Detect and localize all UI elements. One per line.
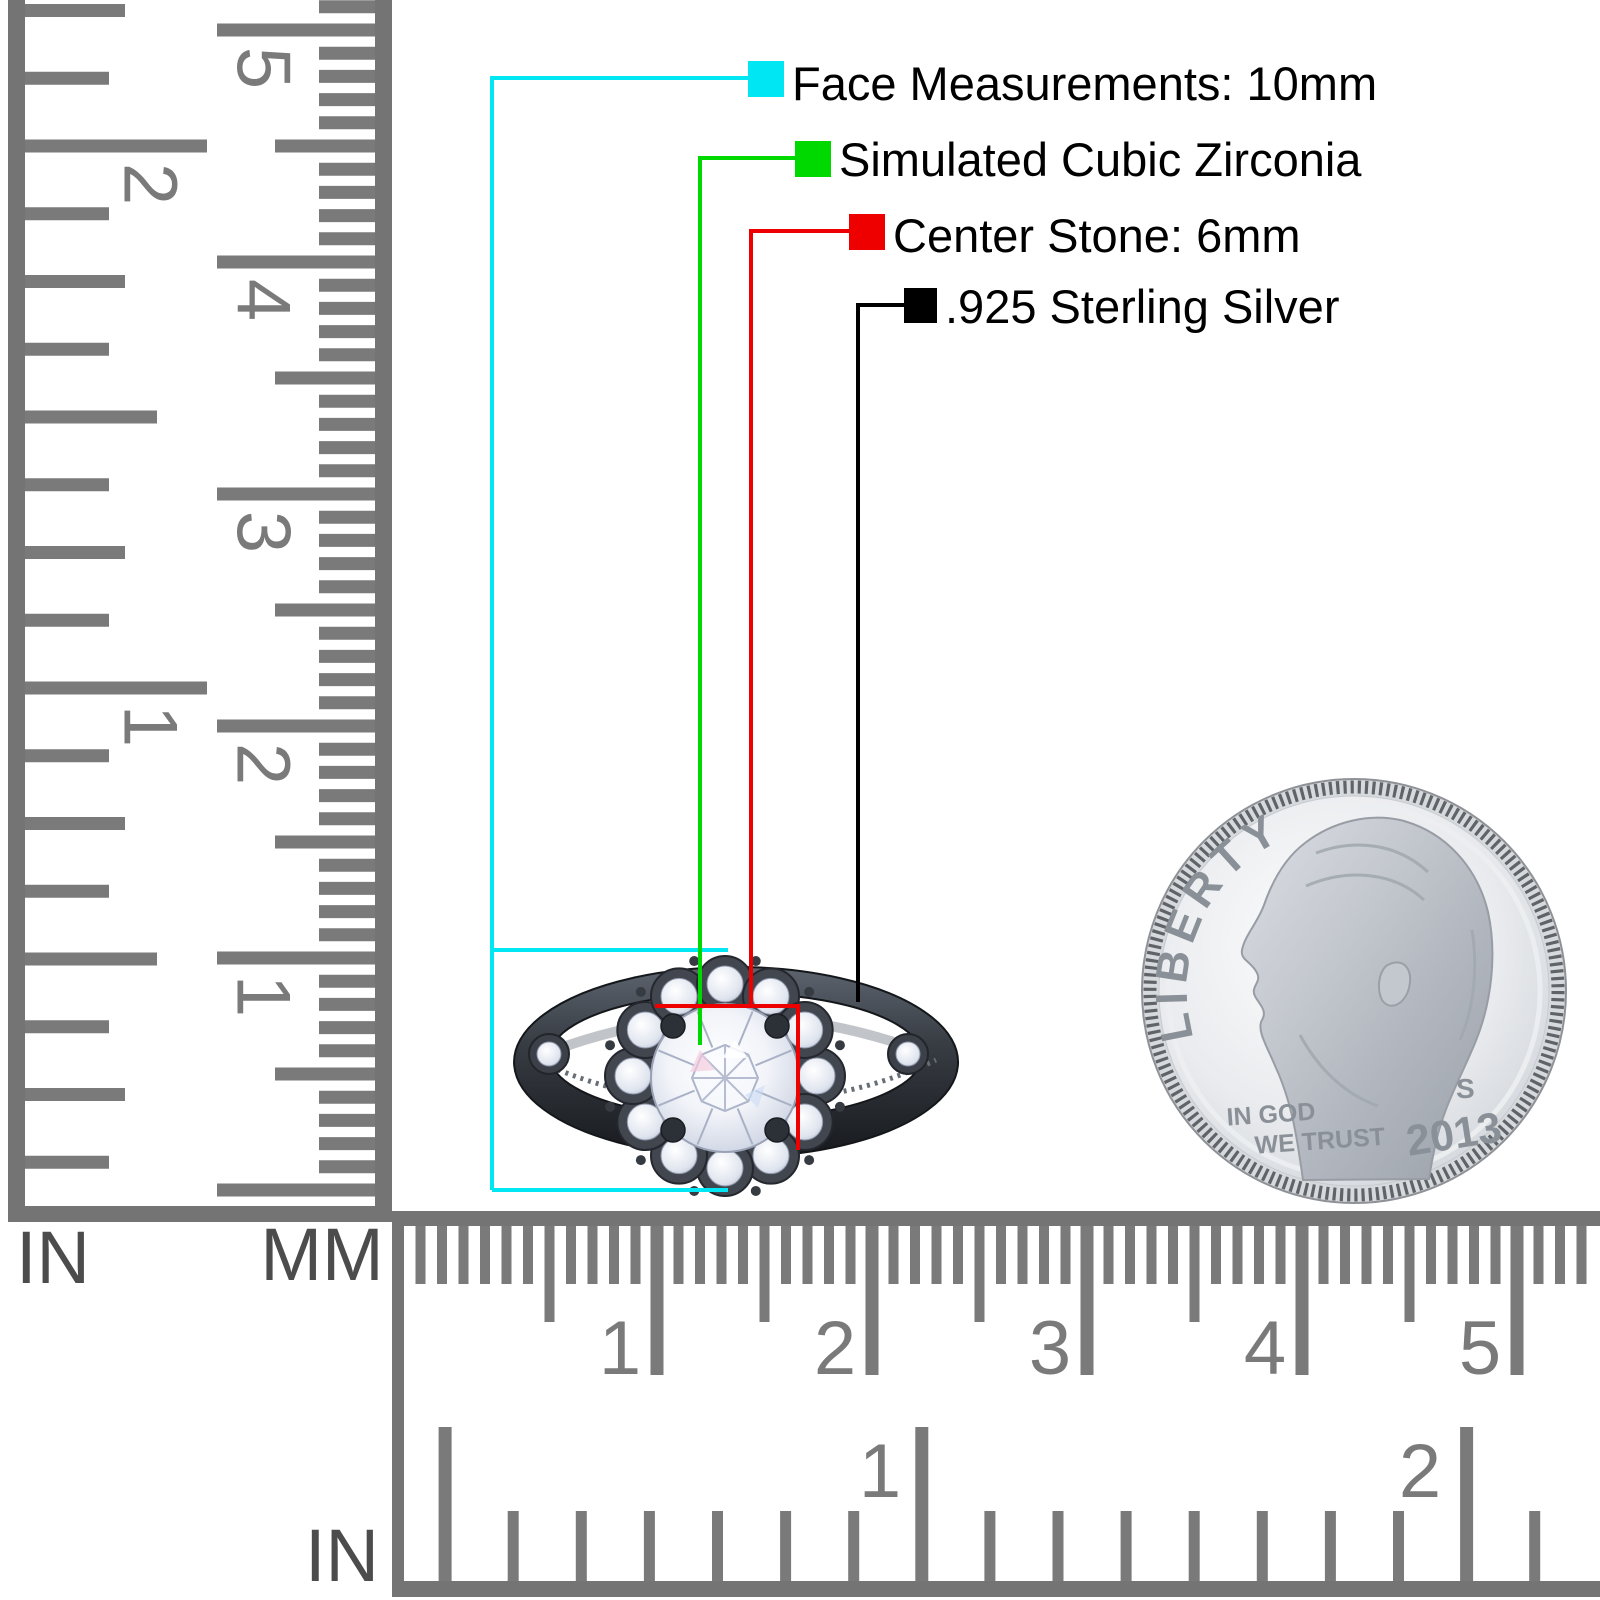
vertical-ruler-bottom-edge (8, 1206, 392, 1222)
halo-stone (626, 1011, 664, 1049)
halo-milgrain-bead (750, 1185, 761, 1196)
stone-glint-pink (690, 1050, 715, 1072)
stone-glint-blue (745, 1085, 765, 1108)
legend-label: Center Stone: 6mm (893, 209, 1301, 262)
shoulder-stones (528, 1033, 929, 1075)
shoulder-stone (895, 1041, 921, 1067)
ruler-number: 1 (108, 705, 193, 747)
horizontal-ruler-mm-ticks (415, 1226, 1587, 1375)
halo-milgrain-bead (635, 1155, 646, 1166)
halo-milgrain-bead (689, 956, 700, 967)
horizontal-ruler-inch-ticks (438, 1427, 1541, 1581)
ruler-number: 2 (221, 743, 306, 785)
legend-swatch-sterling-silver (904, 288, 937, 323)
halo-milgrain-bead (834, 1101, 845, 1112)
halo-stone (706, 965, 744, 1003)
vertical-ruler-mm-unit-label: MM (260, 1213, 383, 1296)
vertical-ruler-left-edge (8, 0, 25, 1222)
coin-motto-line1: IN GOD (1226, 1098, 1317, 1132)
ruler-number: 1 (859, 1429, 901, 1514)
annotation-lines (490, 76, 904, 1192)
halo-milgrain-bead (635, 986, 646, 997)
legend-swatch-cubic-zirconia (795, 141, 831, 177)
ruler-number: 2 (814, 1306, 856, 1391)
ruler-number: 5 (221, 47, 306, 89)
ruler-number: 1 (599, 1306, 641, 1391)
center-stone-measurement-line (655, 229, 850, 1150)
portrait-hair-detail (1298, 843, 1477, 1108)
shoulder-stone (536, 1041, 562, 1067)
cubic-zirconia-callout-line (698, 156, 795, 1045)
ruler-number: 1 (221, 975, 306, 1017)
portrait-ear (1377, 961, 1412, 1007)
ruler-number: 5 (1459, 1306, 1501, 1391)
center-stone-prongs (660, 1013, 790, 1143)
facet-line (724, 1053, 750, 1079)
halo-stone (660, 977, 698, 1015)
facet-line (658, 1049, 695, 1067)
prong (764, 1117, 790, 1143)
vertical-ruler-mm-ticks (217, 0, 375, 1197)
legend: Face Measurements: 10mm Simulated Cubic … (748, 57, 1377, 333)
horizontal-ruler-bottom-edge (392, 1581, 1600, 1597)
halo-milgrain-bead (834, 1040, 845, 1051)
halo-stone (614, 1057, 652, 1095)
facet-line (700, 1077, 726, 1103)
vertical-ruler-inch-ticks (25, 4, 207, 1169)
halo-milgrain-bead (804, 1155, 815, 1166)
legend-label: .925 Sterling Silver (945, 280, 1339, 333)
legend-label: Simulated Cubic Zirconia (839, 133, 1362, 186)
facet-line (724, 1077, 750, 1103)
halo-stone (798, 1057, 836, 1095)
halo-milgrain-bead (750, 956, 761, 967)
legend-swatch-face-measurements (748, 61, 784, 97)
vertical-ruler-inch-unit-label: IN (16, 1216, 90, 1299)
legend-label: Face Measurements: 10mm (792, 57, 1377, 110)
horizontal-ruler-inch-unit-label: IN (305, 1514, 379, 1597)
ruler-number: 4 (221, 279, 306, 321)
halo-stone (786, 1011, 824, 1049)
facet-line (736, 1011, 754, 1048)
prong (764, 1013, 790, 1039)
face-measurement-line (490, 76, 748, 1192)
stone-glint-white (722, 1040, 748, 1058)
dime-image: LIBERTY IN GOD WE TRUST S 2013 (1141, 778, 1567, 1204)
horizontal-ruler-top-edge (392, 1211, 1600, 1226)
halo-milgrain-bead (605, 1101, 616, 1112)
ruler-number: 2 (108, 163, 193, 205)
halo-stone (752, 977, 790, 1015)
prong (660, 1013, 686, 1039)
ring-image (513, 955, 960, 1197)
ruler-number: 2 (1399, 1429, 1441, 1514)
ruler-number: 3 (221, 511, 306, 553)
facet-line (736, 1108, 754, 1145)
horizontal-ruler-left-edge (392, 1211, 404, 1597)
coin-reeded-edge (1143, 780, 1565, 1202)
halo-milgrain-bead (804, 986, 815, 997)
vertical-ruler: 1 2 1 2 3 4 5 IN MM (8, 0, 392, 1299)
sterling-silver-callout-line (856, 303, 904, 1002)
prong (660, 1117, 686, 1143)
halo-milgrain-bead (605, 1040, 616, 1051)
facet-line (658, 1089, 695, 1107)
facet-line (696, 1108, 714, 1145)
facet-line (755, 1049, 792, 1067)
halo-stones (604, 955, 846, 1197)
ruler-number: 3 (1029, 1306, 1071, 1391)
horizontal-ruler: 1 2 3 4 5 1 2 IN (305, 1211, 1600, 1597)
coin-mint-mark: S (1456, 1073, 1475, 1104)
legend-swatch-center-stone (849, 214, 885, 250)
halo-stone (706, 1149, 744, 1187)
vertical-ruler-right-edge (375, 0, 392, 1222)
ruler-number: 4 (1244, 1306, 1286, 1391)
roosevelt-portrait (1240, 816, 1494, 1182)
